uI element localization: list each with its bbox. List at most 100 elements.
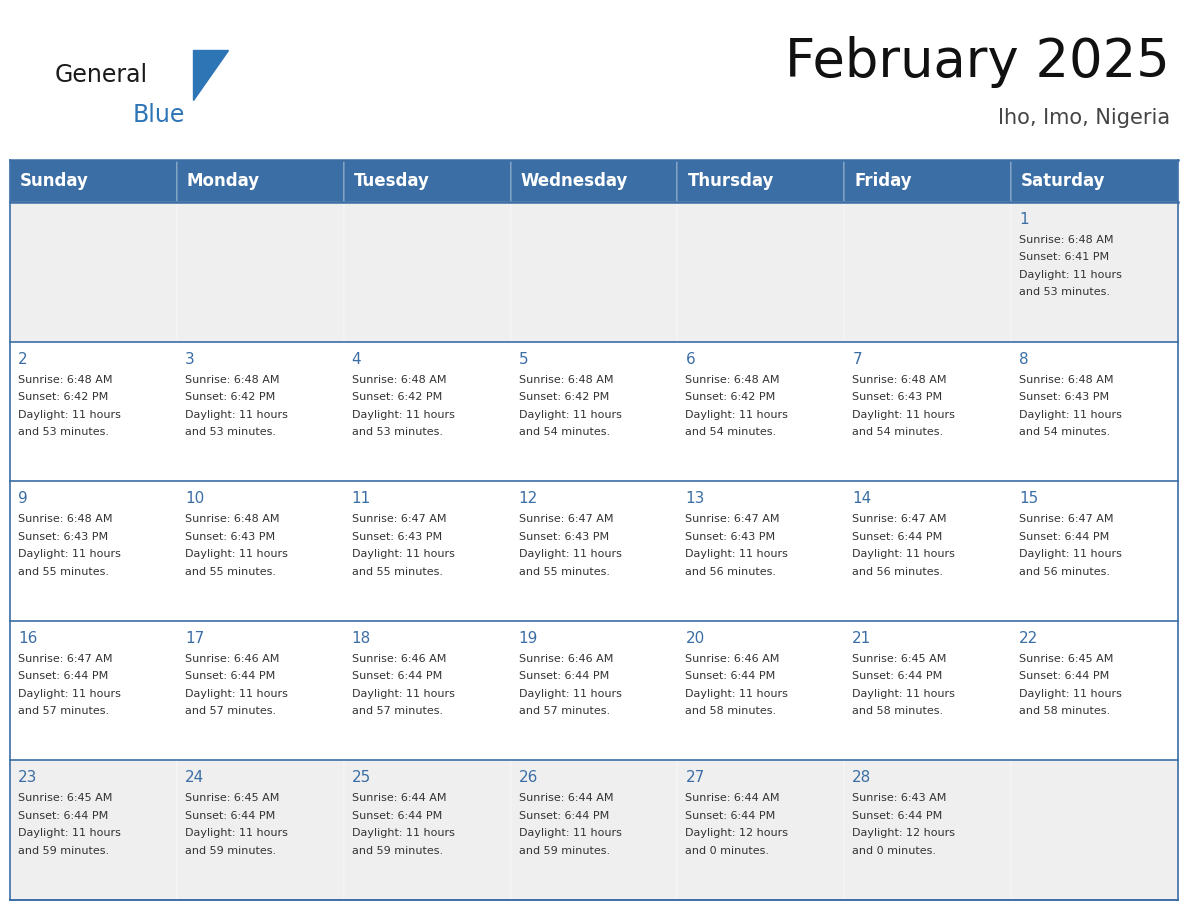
Text: Daylight: 11 hours: Daylight: 11 hours [352,409,455,420]
Bar [677,202,845,341]
Text: 13: 13 [685,491,704,506]
Polygon shape [192,50,228,100]
Text: Sunrise: 6:48 AM: Sunrise: 6:48 AM [18,514,113,524]
Text: Sunrise: 6:47 AM: Sunrise: 6:47 AM [352,514,447,524]
Text: Sunset: 6:43 PM: Sunset: 6:43 PM [1019,392,1110,402]
Text: Sunrise: 6:43 AM: Sunrise: 6:43 AM [852,793,947,803]
Text: Sunset: 6:43 PM: Sunset: 6:43 PM [352,532,442,542]
Bar [511,160,677,202]
Text: 12: 12 [519,491,538,506]
Text: 4: 4 [352,352,361,366]
Text: Sunset: 6:42 PM: Sunset: 6:42 PM [519,392,608,402]
Text: Tuesday: Tuesday [354,172,430,190]
Text: Daylight: 11 hours: Daylight: 11 hours [352,549,455,559]
Text: 14: 14 [852,491,872,506]
Text: Sunset: 6:44 PM: Sunset: 6:44 PM [352,811,442,821]
Text: Sunset: 6:43 PM: Sunset: 6:43 PM [519,532,608,542]
Text: Thursday: Thursday [688,172,773,190]
Text: Sunrise: 6:48 AM: Sunrise: 6:48 AM [18,375,113,385]
Bar [10,481,177,621]
Bar [1011,621,1178,760]
Text: Monday: Monday [187,172,260,190]
Bar [1011,160,1178,202]
Text: Sunrise: 6:48 AM: Sunrise: 6:48 AM [352,375,447,385]
Bar [511,341,677,481]
Text: and 54 minutes.: and 54 minutes. [685,427,777,437]
Text: Sunrise: 6:48 AM: Sunrise: 6:48 AM [185,514,279,524]
Text: Sunset: 6:43 PM: Sunset: 6:43 PM [185,532,274,542]
Bar [177,621,343,760]
Text: Daylight: 11 hours: Daylight: 11 hours [519,828,621,838]
Bar [845,760,1011,900]
Text: Sunrise: 6:44 AM: Sunrise: 6:44 AM [352,793,447,803]
Text: Saturday: Saturday [1022,172,1106,190]
Bar [1011,202,1178,341]
Text: Sunset: 6:44 PM: Sunset: 6:44 PM [18,811,108,821]
Text: Daylight: 11 hours: Daylight: 11 hours [852,688,955,699]
Bar [10,760,177,900]
Text: Daylight: 11 hours: Daylight: 11 hours [519,409,621,420]
Bar [511,481,677,621]
Bar [511,760,677,900]
Text: 21: 21 [852,631,872,645]
Text: Sunrise: 6:46 AM: Sunrise: 6:46 AM [519,654,613,664]
Bar [177,160,343,202]
Bar [10,202,177,341]
Text: 8: 8 [1019,352,1029,366]
Bar [845,202,1011,341]
Text: Sunrise: 6:46 AM: Sunrise: 6:46 AM [685,654,779,664]
Text: Sunset: 6:42 PM: Sunset: 6:42 PM [685,392,776,402]
Text: Sunset: 6:44 PM: Sunset: 6:44 PM [1019,532,1110,542]
Text: and 53 minutes.: and 53 minutes. [18,427,109,437]
Text: Sunrise: 6:45 AM: Sunrise: 6:45 AM [852,654,947,664]
Text: Daylight: 11 hours: Daylight: 11 hours [352,828,455,838]
Bar [343,160,511,202]
Text: Sunset: 6:44 PM: Sunset: 6:44 PM [852,671,942,681]
Bar [10,621,177,760]
Text: Wednesday: Wednesday [520,172,628,190]
Text: Sunrise: 6:48 AM: Sunrise: 6:48 AM [185,375,279,385]
Text: Sunrise: 6:47 AM: Sunrise: 6:47 AM [519,514,613,524]
Text: and 53 minutes.: and 53 minutes. [185,427,276,437]
Text: Daylight: 11 hours: Daylight: 11 hours [352,688,455,699]
Text: 2: 2 [18,352,27,366]
Text: and 57 minutes.: and 57 minutes. [18,706,109,716]
Text: Blue: Blue [133,103,185,127]
Text: and 56 minutes.: and 56 minutes. [1019,566,1110,577]
Text: Daylight: 11 hours: Daylight: 11 hours [685,688,789,699]
Text: and 55 minutes.: and 55 minutes. [352,566,443,577]
Text: Sunrise: 6:45 AM: Sunrise: 6:45 AM [185,793,279,803]
Text: Daylight: 12 hours: Daylight: 12 hours [852,828,955,838]
Text: Daylight: 11 hours: Daylight: 11 hours [685,549,789,559]
Bar [343,341,511,481]
Text: 5: 5 [519,352,529,366]
Bar [1011,341,1178,481]
Text: Sunset: 6:44 PM: Sunset: 6:44 PM [18,671,108,681]
Text: and 58 minutes.: and 58 minutes. [852,706,943,716]
Text: 23: 23 [18,770,37,786]
Text: Sunrise: 6:47 AM: Sunrise: 6:47 AM [685,514,781,524]
Bar [845,481,1011,621]
Bar [10,341,177,481]
Text: Daylight: 11 hours: Daylight: 11 hours [1019,270,1121,280]
Text: Sunset: 6:44 PM: Sunset: 6:44 PM [685,671,776,681]
Text: and 54 minutes.: and 54 minutes. [852,427,943,437]
Bar [845,160,1011,202]
Text: Daylight: 12 hours: Daylight: 12 hours [685,828,789,838]
Bar [677,621,845,760]
Text: and 58 minutes.: and 58 minutes. [1019,706,1111,716]
Text: and 59 minutes.: and 59 minutes. [185,845,276,856]
Bar [1011,760,1178,900]
Text: Daylight: 11 hours: Daylight: 11 hours [1019,409,1121,420]
Text: Sunrise: 6:45 AM: Sunrise: 6:45 AM [1019,654,1113,664]
Text: Sunset: 6:44 PM: Sunset: 6:44 PM [685,811,776,821]
Text: 15: 15 [1019,491,1038,506]
Text: and 57 minutes.: and 57 minutes. [185,706,276,716]
Bar [677,341,845,481]
Text: Sunset: 6:44 PM: Sunset: 6:44 PM [852,532,942,542]
Text: 3: 3 [185,352,195,366]
Bar [343,202,511,341]
Text: Sunset: 6:42 PM: Sunset: 6:42 PM [352,392,442,402]
Text: and 57 minutes.: and 57 minutes. [352,706,443,716]
Text: Sunrise: 6:46 AM: Sunrise: 6:46 AM [185,654,279,664]
